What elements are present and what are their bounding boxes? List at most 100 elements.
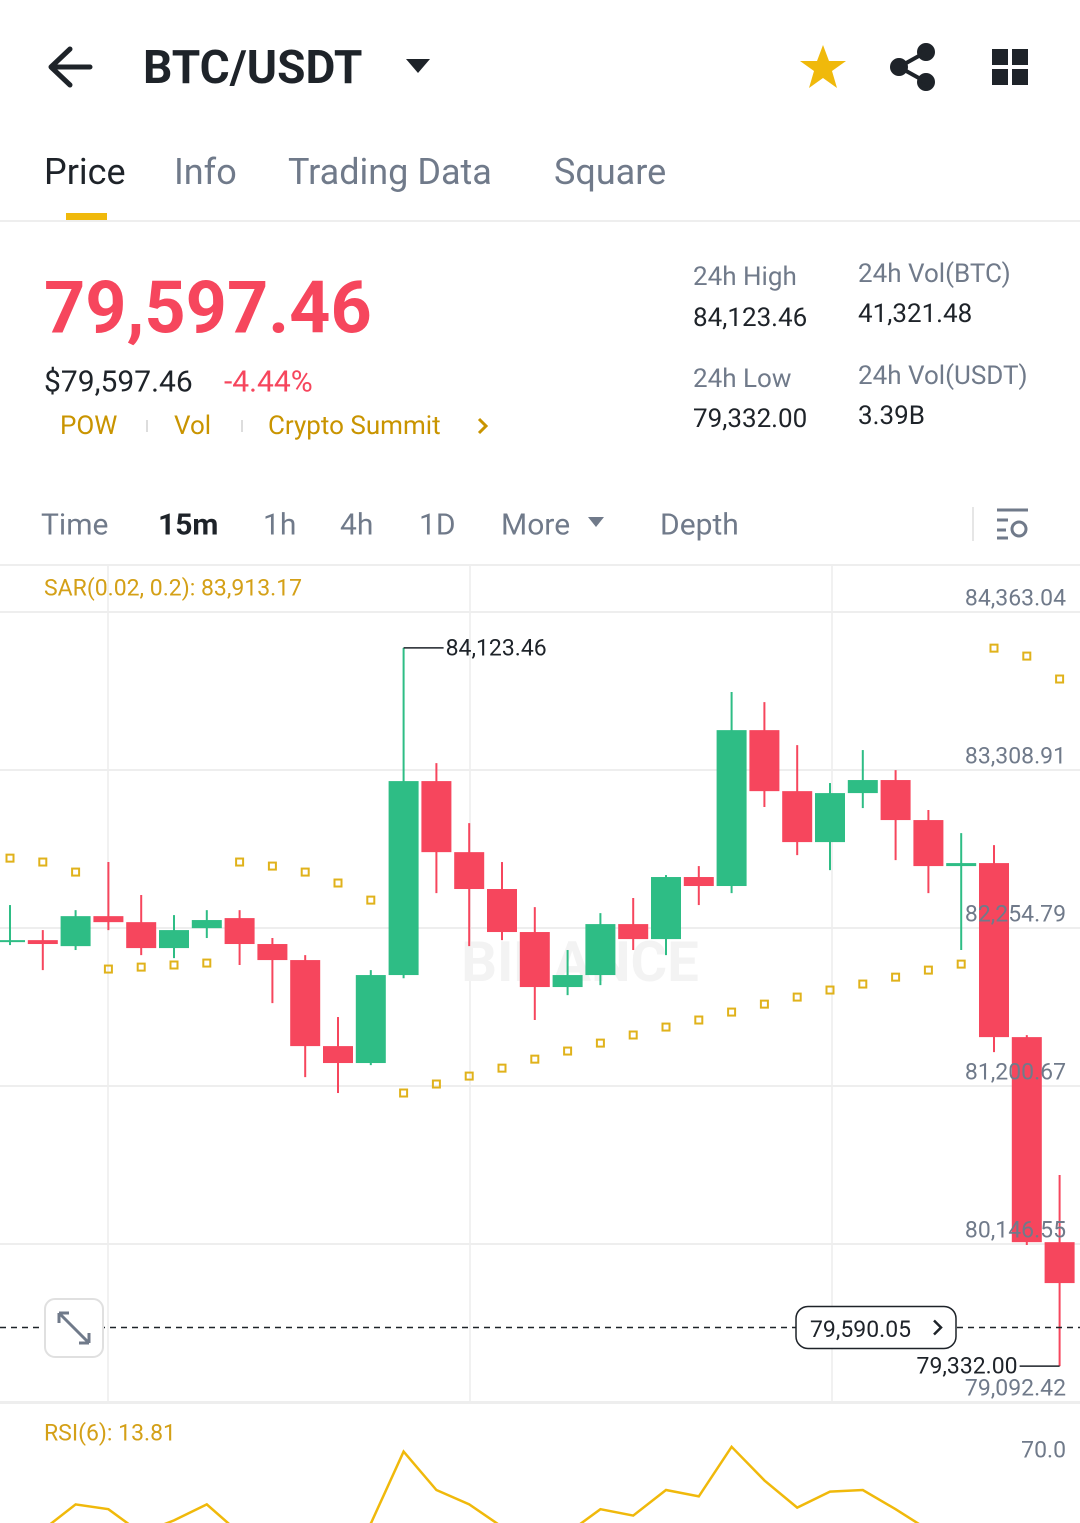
- stat-label: 24h Vol(USDT): [858, 361, 1028, 391]
- sar-dot: [497, 1063, 507, 1073]
- interval[interactable]: 15m: [158, 508, 218, 543]
- sar-dot: [563, 1046, 573, 1056]
- candle-body: [913, 820, 944, 867]
- sar-dot: [530, 1054, 540, 1064]
- interval[interactable]: 1h: [263, 508, 296, 543]
- chart-settings[interactable]: [997, 508, 1028, 540]
- stat-label: 24h High: [693, 262, 797, 292]
- sar-dot: [858, 979, 868, 989]
- sar-dot: [923, 965, 933, 975]
- pair-dropdown[interactable]: [406, 59, 430, 73]
- stat-label: 24h Low: [693, 364, 791, 394]
- tag-arrow[interactable]: [477, 417, 489, 435]
- candle-body: [815, 793, 845, 843]
- y-tick-label: 83,308.91: [965, 743, 1066, 770]
- tag[interactable]: Crypto Summit: [268, 411, 441, 441]
- sar-dot: [694, 1015, 704, 1025]
- expand-button[interactable]: [44, 1298, 104, 1358]
- last-price-box[interactable]: [795, 1305, 957, 1350]
- candle-body: [552, 975, 583, 988]
- candle-body: [946, 863, 977, 867]
- sar-dot: [464, 1071, 474, 1081]
- interval[interactable]: More: [501, 508, 570, 543]
- indicator-label: RSI(6): 13.81: [44, 1420, 176, 1447]
- interval[interactable]: 1D: [419, 508, 456, 543]
- y-tick-label: 80,146.55: [965, 1217, 1066, 1244]
- candle-body: [585, 924, 616, 976]
- back-button[interactable]: [48, 46, 93, 88]
- stat-value: 84,123.46: [693, 303, 807, 333]
- pair-title[interactable]: BTC/USDT: [143, 41, 362, 95]
- candle-body: [290, 960, 321, 1047]
- candle-body: [880, 780, 911, 821]
- layout-button[interactable]: [992, 49, 1028, 85]
- price-usd: $79,597.46: [44, 365, 193, 400]
- indicator-label: SAR(0.02, 0.2): 83,913.17: [44, 575, 302, 602]
- tag[interactable]: POW: [60, 411, 117, 441]
- sar-dot: [399, 1088, 409, 1098]
- favorite-star[interactable]: [800, 45, 846, 88]
- sar-dot: [300, 867, 310, 877]
- stat-value: 3.39B: [858, 401, 925, 431]
- candle-body: [979, 863, 1009, 1038]
- candle-body: [60, 916, 91, 947]
- candle-body: [487, 889, 517, 933]
- last-price: 79,597.46: [44, 266, 372, 351]
- tab[interactable]: Price: [44, 151, 126, 193]
- interval[interactable]: Depth: [660, 508, 739, 543]
- more-caret[interactable]: [588, 517, 604, 527]
- sar-dot: [1022, 651, 1032, 661]
- stat-value: 79,332.00: [693, 404, 807, 434]
- interval[interactable]: 4h: [340, 508, 373, 543]
- candle-body: [847, 780, 878, 794]
- stat-value: 41,321.48: [858, 299, 972, 329]
- low-label: 79,332.00: [917, 1353, 1018, 1380]
- candle-body: [716, 730, 747, 887]
- candle-body: [421, 781, 452, 853]
- sar-dot: [1055, 674, 1065, 684]
- interval[interactable]: Time: [41, 508, 108, 543]
- sar-dot: [235, 857, 245, 867]
- last-price-label: 79,590.05: [810, 1316, 911, 1343]
- tab[interactable]: Info: [174, 151, 237, 193]
- candle-body: [257, 944, 288, 961]
- candle-body: [1044, 1242, 1075, 1284]
- candle-body: [0, 940, 25, 943]
- last-price-arrow: [933, 1319, 943, 1336]
- sar-dot: [891, 972, 901, 982]
- sar-dot: [38, 857, 48, 867]
- sar-dot: [366, 895, 376, 905]
- sar-dot: [825, 985, 835, 995]
- sar-dot: [956, 959, 966, 969]
- candle-body: [191, 920, 222, 929]
- sar-dot: [759, 999, 769, 1009]
- rsi-line: [49, 1444, 920, 1523]
- tag[interactable]: Vol: [174, 411, 211, 441]
- candle-body: [749, 730, 780, 792]
- high-label: 84,123.46: [446, 634, 547, 661]
- tab-indicator: [66, 213, 107, 220]
- sar-dot: [595, 1038, 605, 1048]
- candle-body: [159, 930, 189, 949]
- stat-label: 24h Vol(BTC): [858, 259, 1011, 289]
- candle-body: [683, 877, 714, 887]
- y-tick-label: 79,092.42: [965, 1375, 1066, 1402]
- tab[interactable]: Trading Data: [288, 151, 492, 193]
- y-tick-label: 84,363.04: [965, 585, 1066, 612]
- candle-body: [224, 918, 255, 945]
- candle-body: [651, 877, 681, 940]
- tab[interactable]: Square: [554, 151, 666, 193]
- y-tick-label: 70.0: [1021, 1437, 1066, 1464]
- sar-dot: [103, 964, 113, 974]
- sar-dot: [71, 867, 81, 877]
- share-button[interactable]: [890, 43, 935, 91]
- candle-body: [454, 852, 485, 890]
- sar-dot: [431, 1079, 441, 1089]
- candle-body: [323, 1046, 353, 1064]
- candle-body: [126, 922, 157, 949]
- y-tick-label: 82,254.79: [965, 901, 1066, 928]
- candle-body: [355, 975, 386, 1064]
- sar-dot: [628, 1030, 638, 1040]
